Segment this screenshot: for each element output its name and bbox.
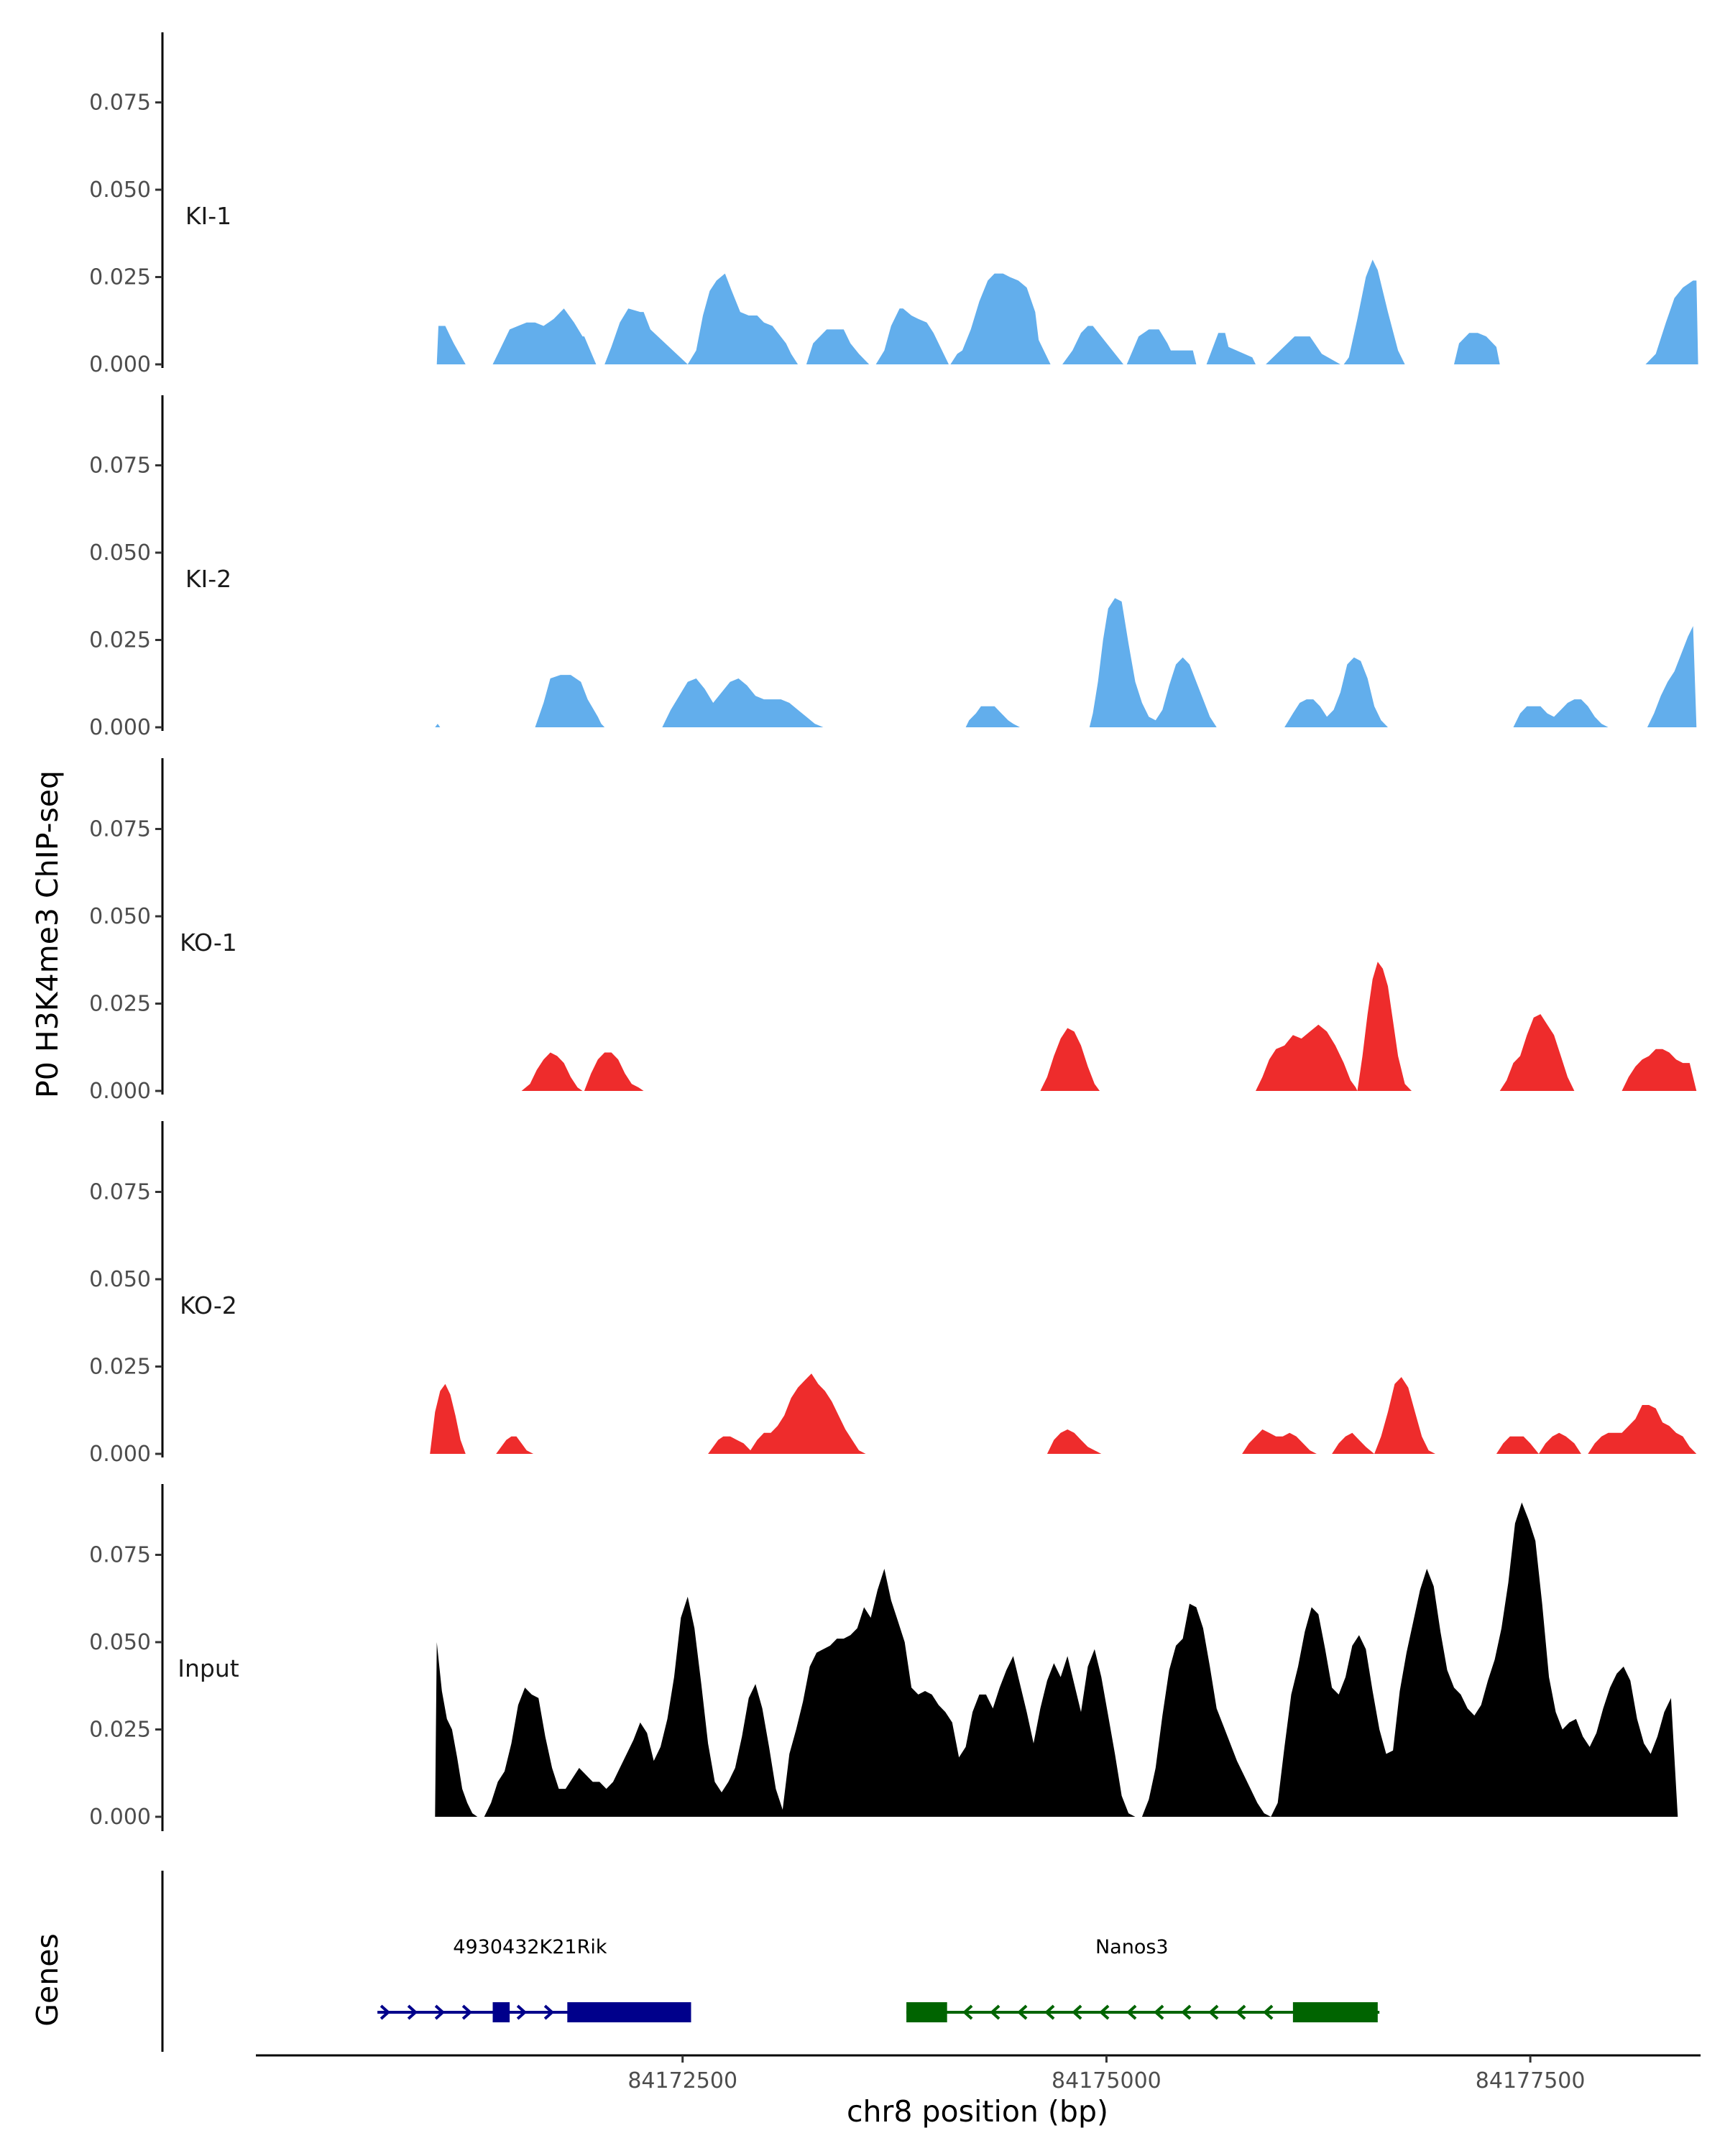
y-tick-label-ko-1: 0.025 — [89, 992, 151, 1017]
y-tick-label-ki-1: 0.075 — [89, 91, 151, 116]
x-axis-title: chr8 position (bp) — [847, 2094, 1108, 2129]
y-tick-label-ki-1: 0.000 — [89, 352, 151, 377]
track-label-ko-2: KO-2 — [180, 1291, 237, 1319]
strand-arrow-icon — [1154, 2004, 1164, 2020]
coverage-area-ki-2 — [435, 598, 1697, 727]
x-tick-label: 84177500 — [1476, 2068, 1586, 2093]
track-ko-2: 0.000 0.025 0.050 0.075 KO-2 — [89, 1121, 1697, 1467]
genes-panel: 4930432K21Rik Nanos3 — [161, 1871, 1380, 2052]
y-tick-label-ki-1: 0.050 — [89, 178, 151, 203]
coverage-area-ki-1 — [436, 259, 1698, 364]
strand-arrow-icon — [1126, 2004, 1137, 2020]
strand-arrow-icon — [1099, 2004, 1110, 2020]
strand-arrow-icon — [434, 2004, 446, 2020]
track-ki-1: 0.000 0.025 0.050 0.075 KI-1 — [89, 32, 1698, 377]
strand-arrow-icon — [1263, 2004, 1274, 2020]
strand-arrow-icon — [516, 2004, 528, 2020]
strand-arrow-icon — [543, 2004, 555, 2020]
y-axis-title: P0 H3K4me3 ChIP-seq — [30, 770, 65, 1098]
gene-exon — [906, 2002, 947, 2022]
gene-exon — [1292, 2002, 1378, 2022]
gene-4930432k21rik: 4930432K21Rik — [377, 1936, 691, 2022]
strand-arrow-icon — [1072, 2004, 1082, 2020]
strand-arrow-icon — [461, 2004, 473, 2020]
strand-arrow-icon — [407, 2004, 418, 2020]
track-ki-2: 0.000 0.025 0.050 0.075 KI-2 — [89, 395, 1697, 740]
strand-arrow-icon — [1181, 2004, 1192, 2020]
track-label-input: Input — [178, 1654, 239, 1682]
strand-arrow-icon — [962, 2004, 973, 2020]
track-label-ko-1: KO-1 — [180, 929, 237, 957]
y-tick-label-ki-2: 0.075 — [89, 453, 151, 479]
x-tick-label: 84172500 — [627, 2068, 737, 2093]
track-label-ki-1: KI-1 — [185, 202, 231, 230]
strand-arrow-icon — [380, 2004, 391, 2020]
y-tick-label-ki-2: 0.000 — [89, 715, 151, 740]
y-tick-label-input: 0.050 — [89, 1630, 151, 1655]
track-ko-1: 0.000 0.025 0.050 0.075 KO-1 — [89, 758, 1697, 1104]
y-tick-label-ko-2: 0.075 — [89, 1180, 151, 1205]
strand-arrow-icon — [1044, 2004, 1055, 2020]
genes-axis-title: Genes — [30, 1933, 65, 2027]
gene-nanos3: Nanos3 — [906, 1936, 1380, 2022]
coverage-area-input — [435, 1502, 1678, 1817]
strand-arrow-icon — [1208, 2004, 1219, 2020]
strand-arrow-icon — [1236, 2004, 1246, 2020]
y-tick-label-ko-2: 0.025 — [89, 1355, 151, 1380]
y-tick-label-ko-1: 0.000 — [89, 1079, 151, 1104]
y-tick-label-ko-1: 0.050 — [89, 904, 151, 929]
y-tick-label-input: 0.075 — [89, 1543, 151, 1568]
gene-exon — [492, 2002, 510, 2022]
y-tick-label-ko-1: 0.075 — [89, 817, 151, 842]
coverage-area-ko-2 — [430, 1373, 1697, 1454]
y-tick-label-input: 0.025 — [89, 1718, 151, 1743]
strand-arrow-icon — [990, 2004, 1000, 2020]
strand-arrow-icon — [1017, 2004, 1028, 2020]
tracks-layer: 0.0000.0250.0500.075KI-10.0000.0250.0500… — [89, 32, 1698, 1831]
track-label-ki-2: KI-2 — [185, 565, 231, 593]
gene-label-nanos3: Nanos3 — [1095, 1936, 1169, 1958]
y-tick-label-input: 0.000 — [89, 1805, 151, 1830]
x-axis: 84172500 84175000 84177500 — [256, 2054, 1701, 2093]
y-tick-label-ko-2: 0.050 — [89, 1267, 151, 1292]
gene-exon — [567, 2002, 691, 2022]
y-tick-label-ko-2: 0.000 — [89, 1442, 151, 1467]
x-tick-label: 84175000 — [1052, 2068, 1162, 2093]
track-input: 0.000 0.025 0.050 0.075 Input — [89, 1484, 1678, 1831]
y-tick-label-ki-1: 0.025 — [89, 265, 151, 290]
gene-label-4930432k21rik: 4930432K21Rik — [453, 1936, 607, 1958]
y-tick-label-ki-2: 0.050 — [89, 540, 151, 566]
y-tick-label-ki-2: 0.025 — [89, 628, 151, 653]
